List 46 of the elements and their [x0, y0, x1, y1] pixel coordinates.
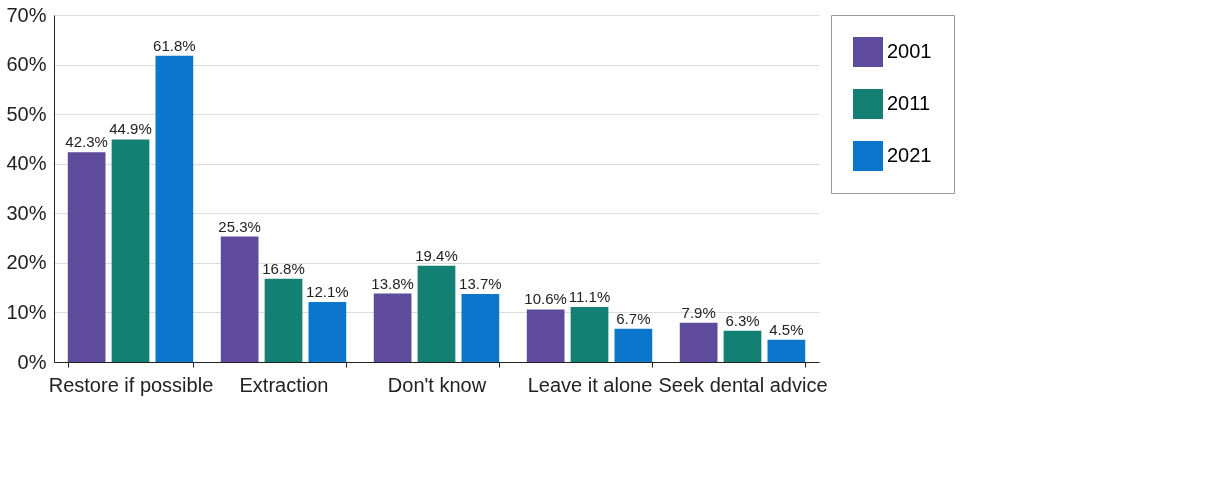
x-tick-label: Don't know: [387, 373, 487, 396]
legend-label: 2011: [887, 92, 931, 114]
y-tick-label: 0%: [17, 350, 47, 373]
y-tick-label: 20%: [6, 251, 47, 274]
y-tick-label: 30%: [6, 201, 47, 224]
bar: [264, 278, 303, 362]
y-tick-label: 50%: [6, 102, 47, 125]
data-label: 13.7%: [459, 275, 502, 293]
legend-label: 2001: [887, 40, 932, 62]
bar: [373, 293, 412, 362]
data-label: 7.9%: [681, 303, 716, 321]
data-label: 6.7%: [616, 309, 651, 327]
data-label: 19.4%: [415, 246, 458, 264]
y-tick-label: 10%: [6, 300, 47, 323]
x-tick-label: Leave it alone: [527, 373, 653, 396]
data-label: 16.8%: [262, 259, 305, 277]
data-label: 11.1%: [568, 287, 611, 305]
y-tick-label: 40%: [6, 152, 47, 175]
x-tick-label: Restore if possible: [48, 373, 214, 396]
bar: [679, 322, 718, 362]
data-label: 12.1%: [306, 283, 349, 301]
bar: [614, 328, 653, 362]
data-label: 44.9%: [109, 120, 152, 138]
bar: [526, 309, 565, 362]
y-tick-label: 60%: [6, 53, 47, 76]
bar: [220, 236, 259, 362]
bar: [417, 265, 456, 362]
data-label: 42.3%: [65, 133, 108, 151]
bar: [155, 55, 194, 362]
bar: [461, 294, 500, 362]
data-label: 4.5%: [769, 320, 804, 338]
legend-label: 2021: [887, 144, 932, 166]
x-tick-label: Seek dental advice: [658, 373, 828, 396]
bar: [723, 330, 762, 362]
bar: [111, 139, 150, 362]
data-label: 61.8%: [153, 36, 196, 54]
data-label: 25.3%: [218, 217, 261, 235]
data-label: 6.3%: [725, 311, 760, 329]
bar: [570, 306, 609, 362]
bar: [67, 152, 106, 362]
y-tick-label: 70%: [6, 3, 47, 26]
data-label: 13.8%: [371, 274, 414, 292]
data-label: 10.6%: [524, 290, 567, 308]
bar: [308, 302, 347, 362]
bar: [767, 339, 806, 362]
x-tick-label: Extraction: [239, 373, 329, 396]
